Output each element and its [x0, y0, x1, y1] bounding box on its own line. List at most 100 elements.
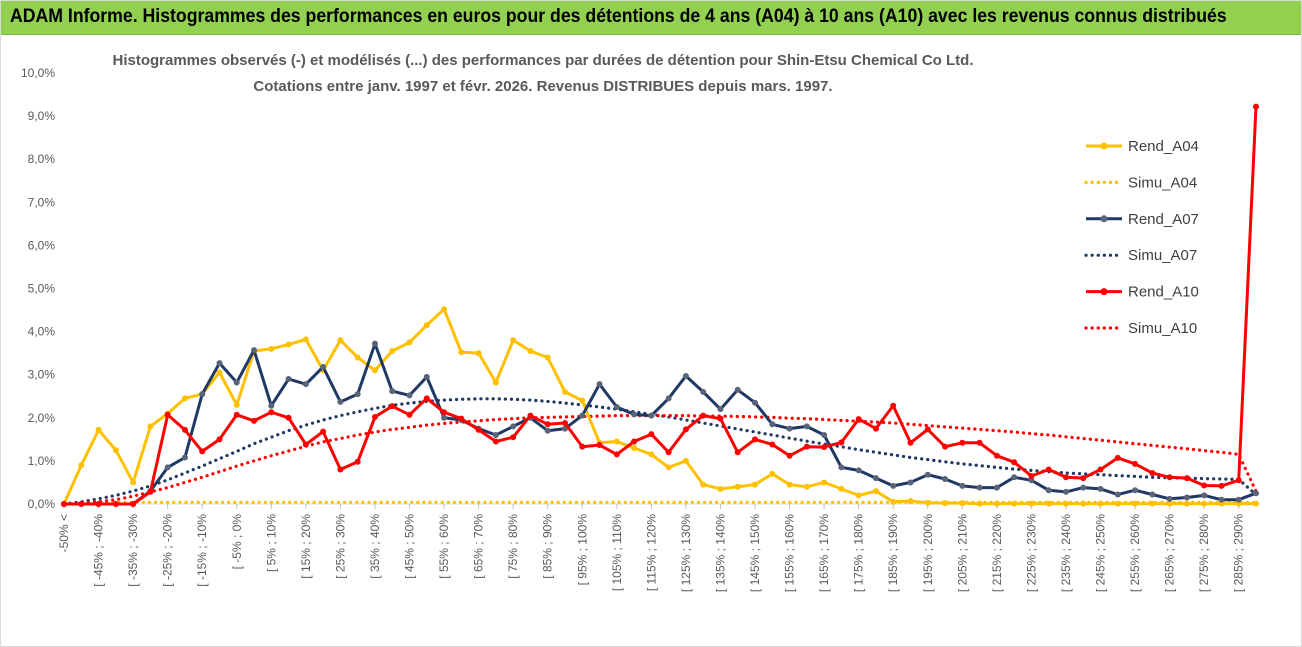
data-point — [216, 360, 223, 367]
data-point — [492, 432, 499, 439]
data-point — [320, 363, 327, 370]
data-point — [251, 347, 258, 354]
y-tick-label: 5,0% — [28, 282, 56, 296]
legend-label: Rend_A07 — [1128, 211, 1199, 228]
data-point — [1183, 475, 1190, 482]
data-point — [890, 482, 897, 489]
data-point — [924, 471, 931, 478]
data-point — [423, 322, 430, 329]
legend-label: Simu_A04 — [1128, 174, 1197, 191]
x-tick-label: [ 205% ; 210% — [955, 514, 969, 592]
legend-label: Simu_A07 — [1128, 247, 1197, 264]
legend-item: Rend_A07 — [1086, 211, 1199, 228]
x-tick-label: [ 35% ; 40% — [368, 514, 382, 579]
data-point — [147, 488, 154, 495]
data-point — [734, 449, 741, 456]
data-point — [734, 483, 741, 490]
data-point — [95, 501, 102, 507]
data-point — [613, 438, 620, 445]
data-point — [1011, 474, 1018, 481]
data-point — [769, 421, 776, 428]
data-point — [993, 484, 1000, 491]
data-point — [1045, 487, 1052, 494]
data-point — [441, 414, 448, 421]
x-tick-label: [ 255% ; 260% — [1128, 514, 1142, 592]
header-title: ADAM Informe. Histogrammes des performan… — [10, 6, 1227, 27]
data-point — [579, 443, 586, 450]
data-point — [1166, 495, 1173, 502]
data-point — [181, 395, 188, 402]
data-point — [389, 347, 396, 354]
legend: Rend_A04 Simu_A04 Rend_A07 Simu_A07 Rend_A10… — [1084, 138, 1199, 337]
data-point — [1062, 474, 1069, 481]
data-point — [458, 349, 465, 356]
data-point — [752, 399, 759, 406]
data-point — [631, 444, 638, 451]
data-point — [354, 458, 361, 465]
data-point — [665, 464, 672, 471]
data-point — [1028, 500, 1035, 507]
data-point — [1201, 492, 1208, 499]
data-point — [1028, 472, 1035, 479]
data-point — [199, 448, 206, 455]
chart-subtitle-line-2: Cotations entre janv. 1997 et févr. 2026… — [253, 78, 832, 95]
data-point — [1114, 500, 1121, 507]
x-tick-label: -50% < — [57, 514, 71, 552]
legend-swatch-marker — [1100, 215, 1108, 223]
data-point — [682, 372, 689, 379]
data-point — [631, 438, 638, 445]
data-point — [441, 409, 448, 416]
x-tick-label: [ 45% ; 50% — [403, 514, 417, 579]
y-tick-label: 8,0% — [28, 152, 56, 166]
series-Rend_A07 — [61, 340, 1259, 507]
data-point — [112, 501, 119, 507]
data-point — [268, 345, 275, 352]
legend-item: Simu_A07 — [1084, 247, 1197, 264]
data-point — [976, 484, 983, 491]
data-point — [769, 441, 776, 448]
data-point — [752, 436, 759, 443]
data-point — [1183, 494, 1190, 501]
data-point — [1201, 482, 1208, 489]
data-point — [458, 415, 465, 422]
data-point — [354, 391, 361, 398]
data-point — [596, 381, 603, 388]
data-point — [268, 409, 275, 416]
data-point — [492, 379, 499, 386]
data-point — [441, 306, 448, 313]
x-tick-label: [ 265% ; 270% — [1163, 514, 1177, 592]
data-point — [337, 466, 344, 473]
x-tick-label: [ 85% ; 90% — [541, 514, 555, 579]
data-point — [717, 415, 724, 422]
x-tick-label: [ 75% ; 80% — [506, 514, 520, 579]
x-tick-label: [ 95% ; 100% — [575, 514, 589, 586]
data-point — [803, 443, 810, 450]
y-tick-label: 1,0% — [28, 454, 56, 468]
x-tick-label: [ 235% ; 240% — [1059, 514, 1073, 592]
data-point — [510, 337, 517, 344]
data-point — [1166, 500, 1173, 507]
data-point — [959, 500, 966, 507]
data-point — [406, 339, 413, 346]
data-point — [1235, 477, 1242, 484]
y-tick-label: 9,0% — [28, 109, 56, 123]
data-point — [838, 439, 845, 446]
data-point — [181, 426, 188, 433]
data-point — [613, 451, 620, 458]
data-point — [371, 413, 378, 420]
chart-subtitle-line-1: Histogrammes observés (-) et modélisés (… — [112, 52, 973, 69]
series-Rend_A04 — [61, 306, 1259, 507]
data-point — [147, 423, 154, 430]
x-tick-label: [ -25% ; -20% — [161, 514, 175, 587]
data-point — [1132, 487, 1139, 494]
legend-item: Simu_A04 — [1084, 174, 1197, 191]
data-point — [130, 479, 137, 486]
data-point — [1097, 485, 1104, 492]
data-point — [475, 350, 482, 357]
data-point — [1045, 466, 1052, 473]
data-point — [821, 432, 828, 439]
data-point — [890, 498, 897, 505]
series-line — [62, 307, 1256, 506]
x-tick-label: [ 195% ; 200% — [921, 514, 935, 592]
